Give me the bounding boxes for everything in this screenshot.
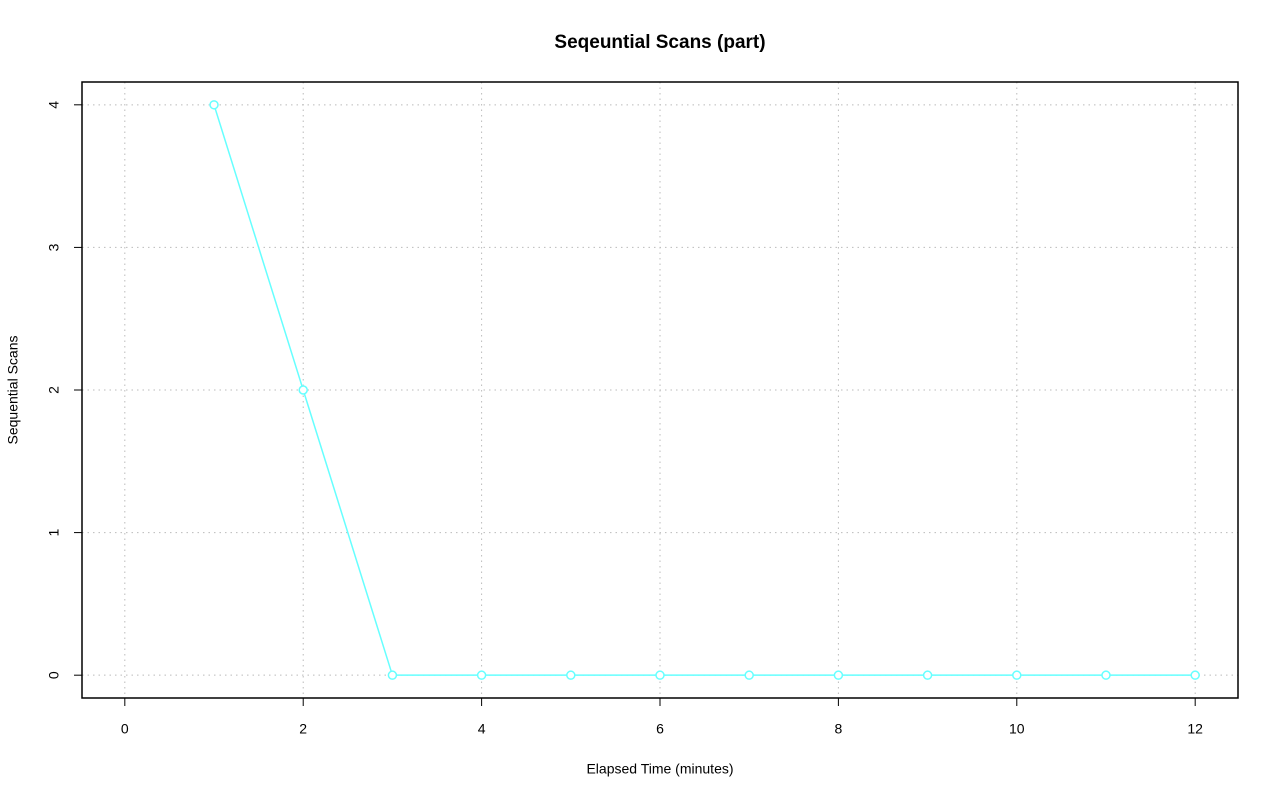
data-point [1190,670,1200,680]
x-tick-label: 2 [299,721,307,737]
y-tick-label: 3 [46,243,62,251]
data-point [922,670,933,680]
y-tick-label: 0 [46,671,62,679]
y-tick-label: 2 [46,386,62,394]
data-point [476,670,487,680]
data-point [1101,670,1111,680]
data-point [209,100,219,110]
y-axis-label: Sequential Scans [5,336,21,445]
x-tick-label: 8 [834,721,842,737]
y-tick-label: 4 [46,101,62,109]
x-axis-label: Elapsed Time (minutes) [586,761,733,777]
x-tick-label: 10 [1009,721,1025,737]
series-line [213,104,1196,676]
data-point [298,385,308,395]
data-point [833,670,844,680]
chart-title: Seqeuntial Scans (part) [554,32,765,53]
data-point [655,670,665,680]
x-tick-label: 12 [1187,721,1203,737]
plot-area [209,100,1200,680]
data-point [1012,670,1022,680]
x-tick-label: 4 [478,721,486,737]
x-tick-label: 0 [121,721,129,737]
data-point [744,670,754,680]
data-point [387,670,398,680]
x-tick-label: 6 [656,721,664,737]
data-point [566,670,576,680]
y-tick-label: 1 [46,528,62,536]
